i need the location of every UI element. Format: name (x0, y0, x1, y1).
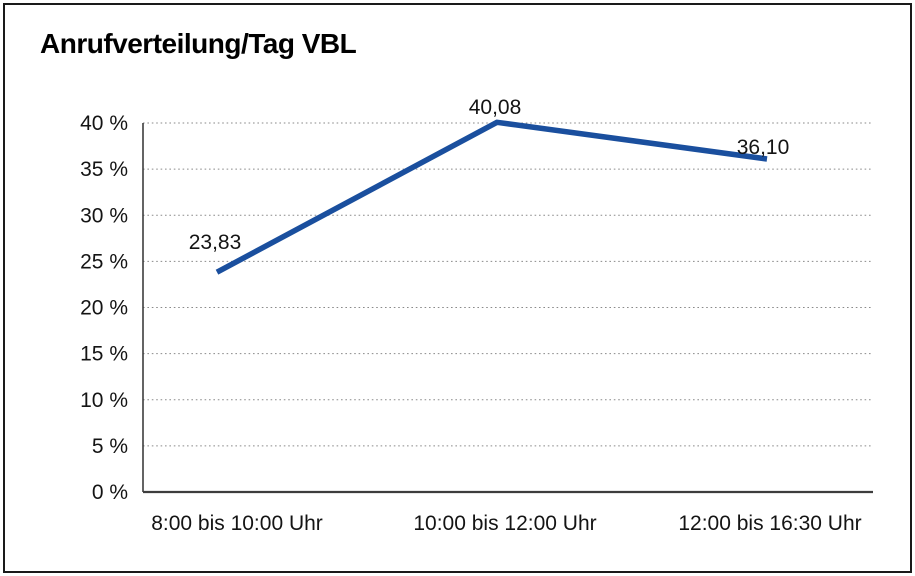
x-axis-category-label: 8:00 bis 10:00 Uhr (151, 512, 323, 535)
data-label: 23,83 (189, 231, 242, 254)
y-axis-tick-label: 25 % (80, 250, 128, 273)
y-axis-tick-label: 5 % (92, 435, 128, 458)
y-axis-tick-label: 15 % (80, 343, 128, 366)
x-axis-category-label: 12:00 bis 16:30 Uhr (678, 512, 861, 535)
y-axis-tick-label: 0 % (92, 481, 128, 504)
y-axis-tick-label: 30 % (80, 204, 128, 227)
data-label: 36,10 (737, 136, 790, 159)
chart-frame-border (3, 3, 912, 573)
x-axis-category-label: 10:00 bis 12:00 Uhr (413, 512, 596, 535)
y-axis-tick-label: 10 % (80, 389, 128, 412)
series-line (215, 119, 768, 275)
chart-title: Anrufverteilung/Tag VBL (40, 28, 357, 59)
data-label: 40,08 (469, 96, 522, 119)
y-axis-tick-label: 40 % (80, 112, 128, 135)
y-axis-tick-label: 20 % (80, 297, 128, 320)
y-axis-tick-label: 35 % (80, 158, 128, 181)
